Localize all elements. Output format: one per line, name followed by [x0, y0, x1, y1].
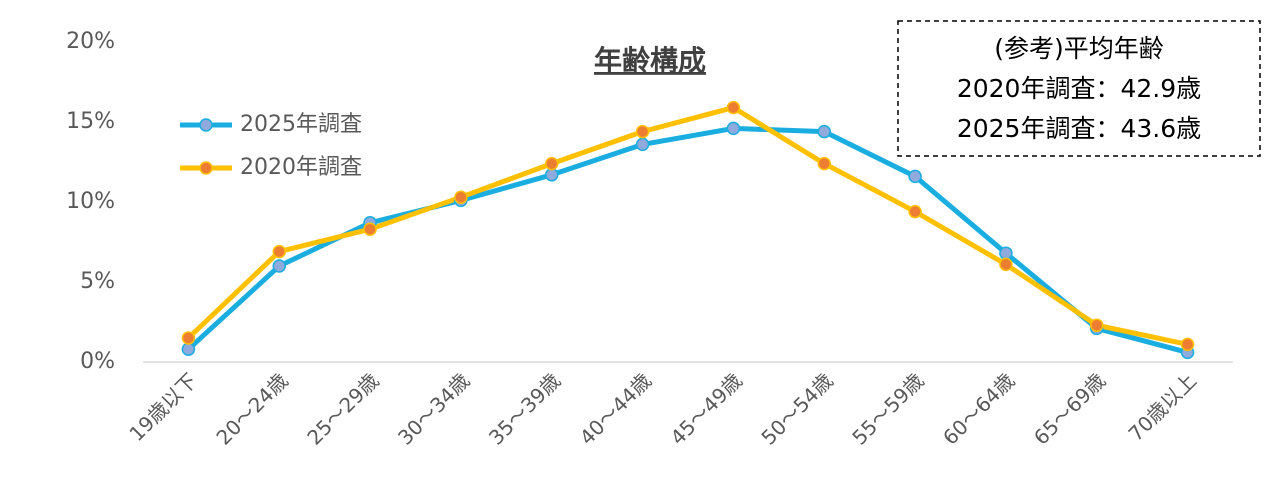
x-tick-label: 35～39歳: [484, 368, 565, 449]
x-tick-label: 70歳以上: [1124, 368, 1201, 445]
marker: [999, 257, 1013, 272]
y-tick-label: 10%: [66, 189, 115, 214]
x-tick-label: 30～34歳: [393, 368, 474, 449]
marker: [272, 244, 286, 259]
annotation: 2020年調査：42.9歳: [957, 74, 1201, 103]
chart-title: 年齢構成: [594, 44, 706, 77]
marker: [363, 222, 377, 236]
marker: [999, 246, 1013, 260]
marker: [908, 169, 922, 184]
marker: [726, 121, 741, 136]
marker: [454, 190, 468, 204]
legend-label: 2020年調査: [240, 155, 362, 180]
marker: [1090, 318, 1104, 332]
series-line: [186, 105, 1189, 347]
y-tick-label: 0%: [80, 349, 115, 374]
annotation-box: [897, 20, 1261, 157]
x-tick-label: 20～24歳: [211, 368, 292, 449]
marker: [817, 124, 831, 139]
marker: [635, 137, 650, 152]
x-tick-label: 19歳以下: [124, 368, 201, 445]
marker: [545, 156, 559, 171]
x-tick-label: 55～59歳: [847, 368, 928, 449]
marker: [181, 331, 196, 345]
series-line: [186, 125, 1189, 355]
marker: [635, 124, 650, 139]
x-tick-label: 50～54歳: [756, 368, 837, 449]
annotation: 2025年調査：43.6歳: [957, 114, 1201, 143]
legend-marker: [199, 161, 213, 175]
x-tick-label: 60～64歳: [938, 368, 1019, 449]
x-tick-label: 40～44歳: [575, 368, 656, 449]
annotation: (参考)平均年齢: [994, 34, 1164, 63]
marker: [817, 156, 831, 171]
marker: [908, 204, 922, 219]
y-tick-label: 5%: [80, 269, 115, 294]
legend-marker: [199, 118, 213, 132]
marker: [545, 168, 559, 182]
marker: [1180, 337, 1195, 352]
x-tick-label: 65～69歳: [1029, 368, 1110, 449]
x-tick-label: 45～49歳: [666, 368, 747, 449]
marker: [726, 100, 741, 115]
y-tick-label: 15%: [66, 109, 115, 134]
legend-label: 2025年調査: [240, 112, 362, 137]
marker: [272, 259, 286, 273]
x-tick-label: 25～29歳: [302, 368, 383, 449]
y-tick-label: 20%: [66, 29, 115, 54]
marker: [181, 342, 196, 356]
